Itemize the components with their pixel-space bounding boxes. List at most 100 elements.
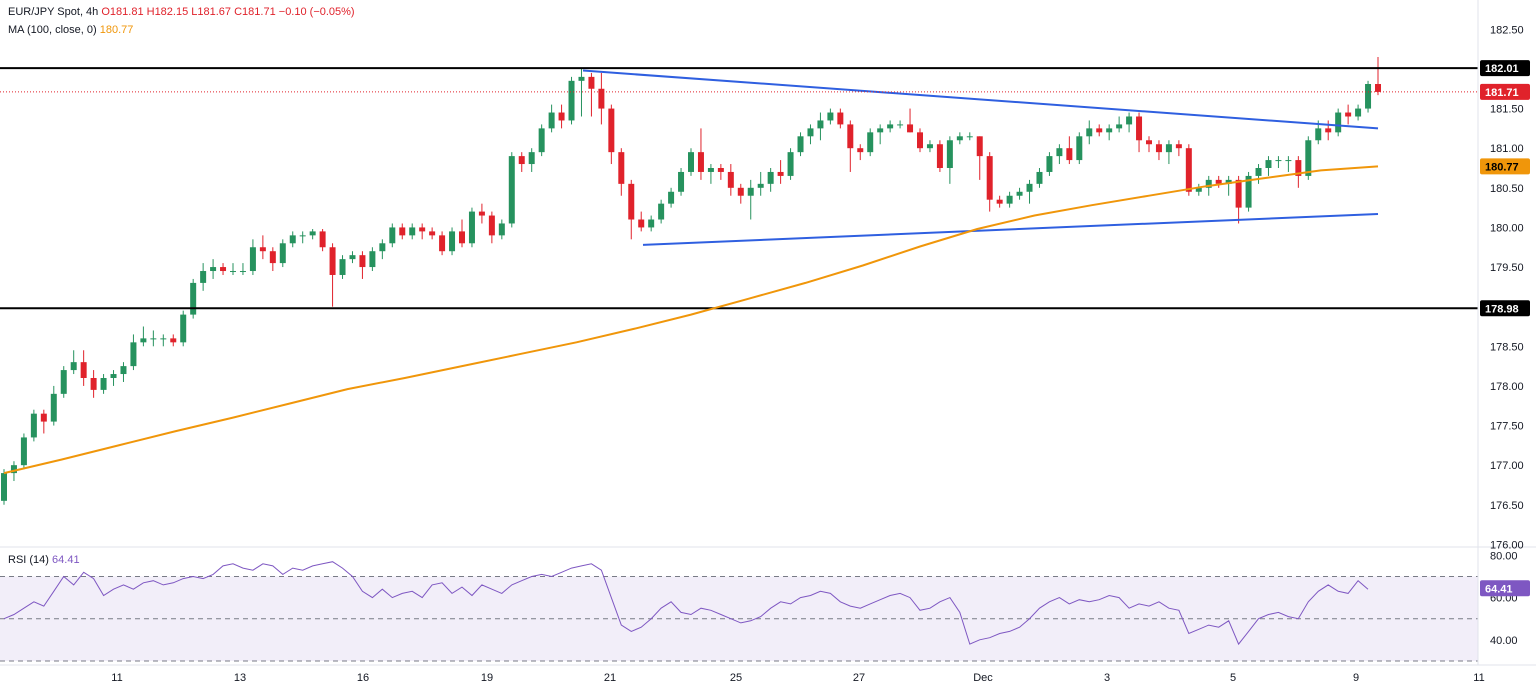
candle-up[interactable] — [249, 247, 256, 272]
candle-down[interactable] — [1295, 160, 1302, 176]
candle-up[interactable] — [1275, 160, 1282, 162]
symbol-title[interactable]: EUR/JPY Spot, 4h — [8, 6, 99, 18]
candle-down[interactable] — [1146, 140, 1152, 145]
candle-up[interactable] — [1315, 128, 1322, 141]
candle-up[interactable] — [190, 282, 197, 315]
candle-up[interactable] — [1106, 128, 1113, 133]
candle-down[interactable] — [319, 231, 326, 248]
candle-up[interactable] — [1076, 136, 1083, 161]
candle-down[interactable] — [429, 231, 436, 236]
candle-down[interactable] — [737, 187, 744, 196]
price-axis[interactable]: 182.50 181.50 181.00 180.50 180.00 179.50 178.… — [1477, 0, 1530, 665]
candle-up[interactable] — [707, 168, 714, 172]
candle-down[interactable] — [837, 112, 844, 125]
candle-up[interactable] — [946, 140, 953, 168]
candle-up[interactable] — [1205, 179, 1212, 188]
candle-down[interactable] — [478, 211, 485, 216]
candle-up[interactable] — [648, 219, 655, 228]
candle-up[interactable] — [658, 203, 665, 220]
candle-up[interactable] — [1255, 168, 1262, 176]
candle-up[interactable] — [1006, 195, 1013, 204]
candle-up[interactable] — [508, 156, 515, 224]
candle-up[interactable] — [449, 231, 456, 252]
candle-up[interactable] — [1225, 179, 1232, 184]
candle-down[interactable] — [638, 219, 645, 228]
candle-down[interactable] — [996, 199, 1003, 204]
candle-down[interactable] — [1345, 112, 1352, 117]
candle-up[interactable] — [299, 235, 306, 237]
candle-up[interactable] — [230, 271, 236, 273]
candle-up[interactable] — [289, 235, 296, 244]
candle-down[interactable] — [1066, 148, 1073, 161]
candle-down[interactable] — [727, 171, 734, 188]
candle-down[interactable] — [1185, 148, 1192, 192]
candle-up[interactable] — [1355, 108, 1362, 117]
candle-up[interactable] — [877, 128, 884, 133]
candle-down[interactable] — [329, 247, 336, 275]
candle-up[interactable] — [578, 76, 585, 81]
candle-up[interactable] — [568, 80, 575, 121]
candle-up[interactable] — [468, 211, 475, 244]
candle-down[interactable] — [40, 413, 47, 422]
candle-up[interactable] — [757, 183, 764, 188]
candle-up[interactable] — [817, 120, 824, 129]
candle-up[interactable] — [528, 152, 535, 165]
candle-down[interactable] — [847, 124, 854, 149]
candle-up[interactable] — [200, 271, 207, 283]
candle-up[interactable] — [369, 251, 376, 268]
candle-up[interactable] — [379, 243, 386, 252]
candle-up[interactable] — [1365, 84, 1372, 109]
candle-down[interactable] — [777, 171, 784, 176]
candle-up[interactable] — [926, 144, 933, 149]
candle-up[interactable] — [767, 171, 774, 184]
candle-up[interactable] — [10, 465, 17, 474]
candle-down[interactable] — [1155, 144, 1162, 153]
candle-up[interactable] — [668, 191, 675, 204]
candle-down[interactable] — [907, 124, 914, 133]
candle-up[interactable] — [210, 267, 217, 272]
candle-up[interactable] — [1026, 183, 1033, 192]
candle-up[interactable] — [1265, 160, 1272, 168]
candle-up[interactable] — [1305, 140, 1312, 176]
candle-up[interactable] — [548, 112, 555, 129]
candle-up[interactable] — [50, 393, 57, 422]
candle-up[interactable] — [1245, 175, 1252, 208]
candle-up[interactable] — [797, 136, 804, 153]
ma-100-line[interactable] — [3, 165, 1379, 475]
candle-up[interactable] — [1285, 160, 1292, 162]
candle-up[interactable] — [349, 255, 356, 260]
candle-up[interactable] — [130, 342, 137, 367]
candle-down[interactable] — [608, 108, 615, 153]
candle-down[interactable] — [518, 156, 525, 165]
candle-down[interactable] — [618, 152, 625, 184]
candle-down[interactable] — [857, 148, 864, 153]
ma-legend[interactable]: MA (100, close, 0) 180.77 — [8, 24, 133, 36]
candle-down[interactable] — [588, 76, 595, 89]
candle-up[interactable] — [1, 473, 7, 501]
candle-up[interactable] — [1056, 148, 1063, 157]
candle-up[interactable] — [678, 171, 685, 192]
candle-up[interactable] — [409, 227, 416, 236]
candle-down[interactable] — [717, 168, 724, 172]
candle-down[interactable] — [986, 156, 993, 200]
candle-up[interactable] — [1335, 112, 1342, 133]
candle-up[interactable] — [787, 152, 794, 176]
candle-up[interactable] — [1195, 187, 1202, 192]
candle-down[interactable] — [399, 227, 406, 236]
candle-up[interactable] — [1086, 128, 1093, 137]
candle-down[interactable] — [936, 144, 943, 168]
candle-up[interactable] — [309, 231, 316, 236]
candle-up[interactable] — [807, 128, 814, 137]
candle-up[interactable] — [966, 136, 973, 138]
candle-down[interactable] — [439, 235, 446, 252]
candle-up[interactable] — [747, 187, 754, 196]
rsi-legend[interactable]: RSI (14) 64.41 — [8, 554, 80, 566]
candle-up[interactable] — [30, 413, 37, 438]
candle-up[interactable] — [1126, 116, 1133, 125]
candle-down[interactable] — [1235, 179, 1242, 208]
candle-down[interactable] — [976, 136, 983, 157]
candle-up[interactable] — [120, 366, 127, 375]
candle-up[interactable] — [887, 124, 894, 129]
candle-down[interactable] — [697, 152, 704, 172]
candle-up[interactable] — [239, 271, 246, 273]
